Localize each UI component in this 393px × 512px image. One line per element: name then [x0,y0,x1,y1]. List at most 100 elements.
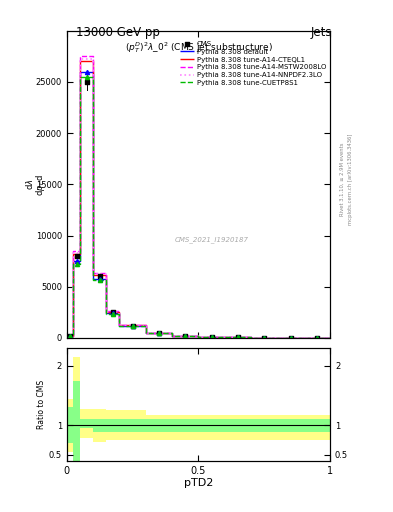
Pythia 8.308 default [78,69,83,75]
Pythia 8.308 tune-CUETP8S1 [71,333,76,339]
Pythia 8.308 tune-A14-CTEQL1 [301,335,306,341]
Pythia 8.308 tune-A14-MSTW2008LO [170,330,174,336]
Pythia 8.308 tune-A14-CTEQL1 [222,334,227,340]
Pythia 8.308 tune-CUETP8S1 [249,335,253,341]
Line: Pythia 8.308 tune-CUETP8S1: Pythia 8.308 tune-CUETP8S1 [67,77,330,338]
Pythia 8.308 tune-CUETP8S1 [143,323,148,329]
Pythia 8.308 default [249,334,253,340]
Pythia 8.308 tune-CUETP8S1 [196,334,201,340]
Text: CMS_2021_I1920187: CMS_2021_I1920187 [174,236,249,243]
Y-axis label: Ratio to CMS: Ratio to CMS [37,380,46,429]
Pythia 8.308 default [71,258,76,264]
Pythia 8.308 default [275,335,280,341]
Line: Pythia 8.308 tune-A14-NNPDF2.3LO: Pythia 8.308 tune-A14-NNPDF2.3LO [67,59,330,338]
Text: Rivet 3.1.10, ≥ 2.9M events: Rivet 3.1.10, ≥ 2.9M events [340,142,345,216]
Pythia 8.308 tune-A14-MSTW2008LO [249,335,253,341]
Pythia 8.308 tune-CUETP8S1 [143,330,148,336]
Pythia 8.308 tune-A14-CTEQL1 [249,334,253,340]
CMS [235,333,241,342]
Pythia 8.308 default [143,330,148,336]
Pythia 8.308 tune-A14-NNPDF2.3LO [104,271,108,278]
Pythia 8.308 default [117,310,122,316]
Pythia 8.308 tune-A14-CTEQL1 [64,333,69,339]
Pythia 8.308 tune-CUETP8S1 [104,276,108,283]
Pythia 8.308 tune-A14-MSTW2008LO [143,330,148,336]
Pythia 8.308 tune-A14-NNPDF2.3LO [301,335,306,341]
Pythia 8.308 default [170,330,174,336]
Pythia 8.308 tune-CUETP8S1 [117,323,122,329]
Pythia 8.308 default [328,335,332,341]
Pythia 8.308 tune-CUETP8S1 [196,333,201,339]
Pythia 8.308 tune-CUETP8S1 [301,335,306,341]
Pythia 8.308 tune-CUETP8S1 [78,261,83,267]
Pythia 8.308 tune-A14-MSTW2008LO [275,335,280,341]
Pythia 8.308 tune-A14-MSTW2008LO [301,335,306,341]
Pythia 8.308 tune-A14-NNPDF2.3LO [196,334,201,340]
Pythia 8.308 tune-A14-NNPDF2.3LO [71,333,76,339]
Pythia 8.308 default [222,334,227,340]
Pythia 8.308 tune-CUETP8S1 [64,333,69,339]
Pythia 8.308 tune-A14-MSTW2008LO [328,335,332,341]
CMS [97,272,103,281]
Pythia 8.308 tune-CUETP8S1 [91,276,95,283]
Legend: CMS, Pythia 8.308 default, Pythia 8.308 tune-A14-CTEQL1, Pythia 8.308 tune-A14-M: CMS, Pythia 8.308 default, Pythia 8.308 … [179,40,327,87]
Pythia 8.308 tune-A14-MSTW2008LO [71,248,76,254]
Pythia 8.308 tune-A14-MSTW2008LO [91,270,95,276]
Pythia 8.308 default [170,333,174,339]
Pythia 8.308 tune-A14-CTEQL1 [275,335,280,341]
Pythia 8.308 tune-A14-NNPDF2.3LO [249,335,253,341]
Pythia 8.308 tune-A14-CTEQL1 [222,334,227,340]
Pythia 8.308 tune-CUETP8S1 [78,74,83,80]
Pythia 8.308 tune-A14-NNPDF2.3LO [249,334,253,340]
Pythia 8.308 default [91,275,95,282]
Line: Pythia 8.308 tune-A14-CTEQL1: Pythia 8.308 tune-A14-CTEQL1 [67,61,330,338]
Pythia 8.308 tune-A14-MSTW2008LO [78,248,83,254]
Pythia 8.308 tune-CUETP8S1 [222,334,227,340]
Pythia 8.308 tune-A14-MSTW2008LO [117,308,122,314]
Pythia 8.308 tune-A14-NNPDF2.3LO [78,56,83,62]
CMS [288,334,294,342]
Pythia 8.308 tune-A14-NNPDF2.3LO [78,250,83,256]
Pythia 8.308 tune-A14-CTEQL1 [91,272,95,279]
Pythia 8.308 tune-A14-CTEQL1 [104,272,108,279]
Pythia 8.308 tune-A14-CTEQL1 [71,251,76,257]
Pythia 8.308 tune-A14-CTEQL1 [328,335,332,341]
Pythia 8.308 tune-A14-CTEQL1 [78,251,83,257]
CMS [156,329,162,337]
Pythia 8.308 tune-A14-NNPDF2.3LO [328,335,332,341]
Pythia 8.308 tune-A14-CTEQL1 [91,58,95,65]
Pythia 8.308 tune-A14-MSTW2008LO [143,322,148,328]
Pythia 8.308 tune-A14-CTEQL1 [249,335,253,341]
Pythia 8.308 default [196,333,201,339]
Pythia 8.308 tune-A14-MSTW2008LO [91,53,95,59]
Pythia 8.308 tune-A14-NNPDF2.3LO [104,308,108,314]
Pythia 8.308 tune-A14-MSTW2008LO [222,334,227,340]
Pythia 8.308 tune-A14-NNPDF2.3LO [275,335,280,341]
Pythia 8.308 tune-A14-NNPDF2.3LO [64,333,69,339]
Pythia 8.308 tune-A14-MSTW2008LO [196,333,201,339]
Pythia 8.308 tune-A14-MSTW2008LO [249,334,253,340]
Pythia 8.308 tune-A14-NNPDF2.3LO [170,333,174,339]
Pythia 8.308 tune-A14-CTEQL1 [196,334,201,340]
Pythia 8.308 tune-A14-CTEQL1 [170,333,174,339]
Pythia 8.308 tune-A14-NNPDF2.3LO [117,322,122,328]
Pythia 8.308 tune-A14-CTEQL1 [117,309,122,315]
Pythia 8.308 default [71,333,76,339]
Text: mcplots.cern.ch [arXiv:1306.3436]: mcplots.cern.ch [arXiv:1306.3436] [348,134,353,225]
Pythia 8.308 tune-A14-MSTW2008LO [104,270,108,276]
Pythia 8.308 tune-A14-CTEQL1 [143,323,148,329]
Pythia 8.308 tune-A14-NNPDF2.3LO [222,334,227,340]
Pythia 8.308 default [104,275,108,282]
Pythia 8.308 default [64,333,69,339]
Pythia 8.308 tune-A14-MSTW2008LO [104,308,108,314]
Pythia 8.308 tune-A14-MSTW2008LO [275,335,280,341]
Pythia 8.308 tune-A14-CTEQL1 [104,309,108,315]
Pythia 8.308 tune-A14-NNPDF2.3LO [196,333,201,339]
Pythia 8.308 tune-A14-NNPDF2.3LO [170,330,174,336]
Pythia 8.308 default [91,69,95,75]
CMS [83,78,90,86]
Pythia 8.308 tune-CUETP8S1 [301,335,306,341]
Pythia 8.308 tune-A14-NNPDF2.3LO [301,335,306,341]
Pythia 8.308 default [104,310,108,316]
Text: Jets: Jets [310,26,332,38]
